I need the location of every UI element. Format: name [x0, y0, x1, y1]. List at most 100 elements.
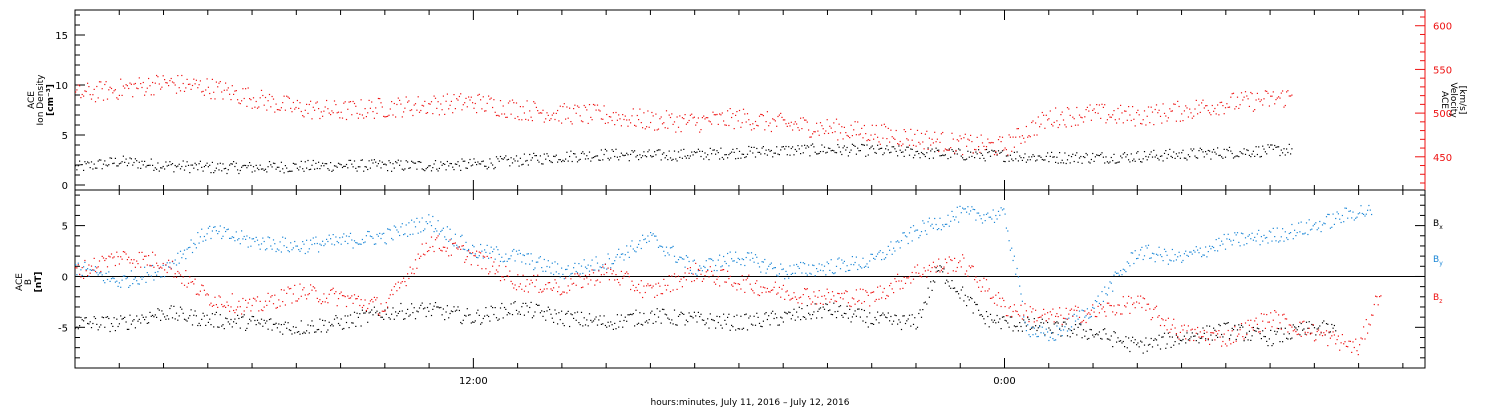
data-point [275, 322, 277, 324]
data-point [745, 121, 747, 123]
data-point [772, 289, 774, 291]
data-point [850, 124, 852, 126]
data-point [654, 313, 656, 316]
data-point [1059, 152, 1061, 154]
data-point [997, 292, 1000, 294]
data-point [1159, 155, 1162, 157]
data-point [1133, 118, 1135, 120]
data-point [891, 323, 893, 325]
data-point [1284, 104, 1286, 107]
data-point [1325, 330, 1328, 332]
data-point [318, 328, 320, 331]
data-point [732, 285, 734, 287]
data-point [1328, 213, 1330, 216]
data-point [797, 265, 799, 268]
data-point [867, 139, 869, 141]
data-point [441, 109, 443, 111]
data-point [708, 159, 710, 161]
data-point [741, 258, 743, 260]
data-point [638, 322, 640, 324]
data-point [778, 114, 780, 116]
data-point [174, 318, 176, 320]
data-point [1315, 222, 1317, 224]
data-point [1027, 324, 1029, 326]
data-point [1287, 338, 1289, 340]
data-point [1328, 331, 1330, 333]
data-point [129, 314, 131, 316]
data-point [1294, 329, 1296, 331]
data-point [862, 144, 864, 146]
data-point [1073, 118, 1075, 120]
data-point [179, 250, 182, 252]
data-point [502, 317, 504, 319]
data-point [997, 150, 1000, 152]
data-point [1228, 146, 1231, 148]
data-point [154, 314, 156, 316]
data-point [1185, 250, 1187, 252]
data-point [817, 296, 819, 298]
data-point [522, 254, 524, 256]
data-point [477, 309, 479, 311]
data-point [590, 265, 592, 267]
data-point [571, 123, 573, 125]
data-point [948, 256, 950, 258]
data-point [750, 129, 753, 131]
data-point [806, 145, 808, 147]
data-point [538, 257, 540, 259]
data-point [217, 306, 219, 308]
data-point [713, 281, 715, 283]
data-point [910, 148, 912, 150]
data-point [1126, 154, 1128, 156]
data-point [153, 94, 155, 96]
data-point [266, 248, 268, 250]
data-point [226, 89, 228, 91]
data-point [519, 106, 521, 108]
data-point [1146, 303, 1148, 305]
data-point [1258, 331, 1260, 333]
data-point [947, 158, 949, 160]
data-point [1272, 343, 1274, 345]
data-point [938, 150, 940, 153]
data-point [959, 135, 961, 137]
data-point [1142, 297, 1144, 299]
data-point [1279, 154, 1281, 157]
data-point [959, 260, 961, 262]
data-point [1085, 315, 1087, 317]
data-point [935, 267, 937, 269]
data-point [1072, 332, 1074, 334]
data-point [813, 311, 815, 313]
data-point [421, 243, 423, 245]
data-point [555, 271, 557, 273]
data-point [1151, 156, 1154, 158]
data-point [108, 255, 110, 257]
data-point [453, 94, 455, 96]
data-point [1165, 150, 1167, 152]
data-point [300, 160, 302, 162]
data-point [647, 235, 649, 237]
data-point [408, 100, 410, 102]
data-point [1333, 324, 1335, 327]
data-point [1132, 252, 1134, 254]
data-point [908, 314, 911, 316]
data-point [842, 262, 844, 264]
data-point [356, 242, 358, 244]
data-point [476, 112, 478, 114]
data-point [1084, 316, 1086, 318]
data-point [213, 304, 215, 306]
data-point [264, 96, 267, 99]
data-point [404, 233, 406, 235]
data-point [960, 155, 962, 157]
data-point [1094, 300, 1096, 302]
data-point [353, 240, 356, 242]
data-point [205, 164, 207, 166]
data-point [527, 311, 529, 313]
data-point [639, 292, 641, 294]
data-point [84, 261, 86, 263]
data-point [831, 132, 834, 134]
data-point [315, 162, 317, 164]
data-point [821, 264, 823, 266]
data-point [353, 102, 356, 105]
data-point [696, 278, 698, 280]
data-point [315, 331, 317, 333]
data-point [656, 308, 658, 310]
